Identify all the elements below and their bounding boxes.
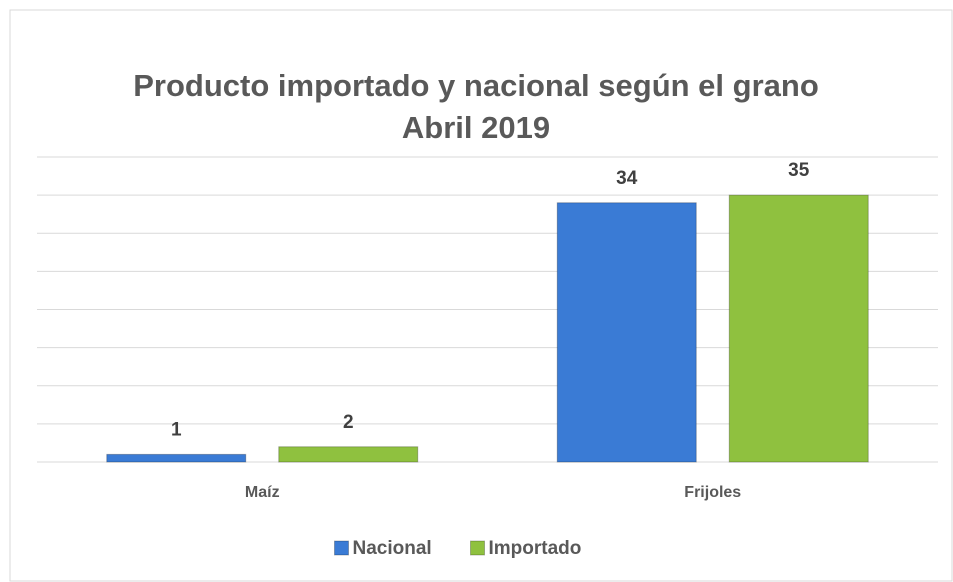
- legend-swatch: [334, 540, 349, 556]
- data-label: 35: [788, 160, 810, 181]
- bar: [556, 202, 697, 463]
- data-label: 1: [171, 419, 182, 440]
- data-label: 2: [343, 412, 354, 433]
- data-label: 34: [616, 168, 638, 189]
- x-tick-label: Frijoles: [684, 484, 741, 501]
- x-tick-label: Maíz: [245, 484, 280, 501]
- chart-subtitle: Abril 2019: [402, 110, 550, 145]
- bar: [106, 453, 247, 463]
- legend-swatch: [470, 540, 485, 556]
- chart-title: Producto importado y nacional según el g…: [133, 68, 819, 103]
- legend-label: Nacional: [353, 538, 432, 559]
- bar: [728, 194, 869, 463]
- bar: [278, 446, 419, 463]
- legend-label: Importado: [489, 538, 582, 559]
